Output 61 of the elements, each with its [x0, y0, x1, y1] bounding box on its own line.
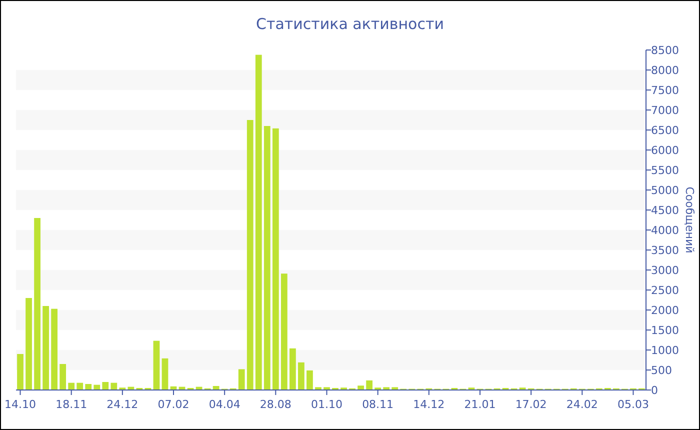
y-tick-label: 8500 — [651, 44, 679, 57]
bar — [246, 120, 254, 390]
x-tick-label: 07.02 — [158, 398, 190, 411]
bar — [51, 308, 58, 390]
bar — [110, 382, 118, 390]
x-tick-label: 17.02 — [515, 398, 547, 411]
y-axis-title: Сообщений — [683, 186, 696, 254]
y-tick-label: 6000 — [651, 144, 679, 157]
x-tick-label: 08.11 — [362, 398, 394, 411]
y-tick-label: 1500 — [651, 324, 679, 337]
y-tick-label: 2500 — [651, 284, 679, 297]
y-tick-label: 3000 — [651, 264, 679, 277]
y-tick-label: 1000 — [651, 344, 679, 357]
y-tick-label: 2000 — [651, 304, 679, 317]
y-tick-label: 4000 — [651, 224, 679, 237]
bar — [366, 380, 373, 390]
x-tick-label: 14.12 — [413, 398, 445, 411]
y-tick-label: 6500 — [651, 124, 679, 137]
x-tick-label: 04.04 — [208, 398, 240, 411]
bar — [324, 387, 330, 390]
bar — [34, 218, 40, 390]
bar — [306, 370, 313, 390]
bar — [255, 54, 262, 390]
bar — [289, 348, 296, 390]
y-tick-label: 5000 — [651, 184, 679, 197]
bar — [68, 382, 75, 390]
bar — [315, 387, 322, 390]
bar — [153, 340, 160, 390]
y-tick-label: 7000 — [651, 104, 679, 117]
bar — [85, 384, 92, 390]
y-tick-label: 0 — [651, 384, 658, 397]
bar — [17, 354, 24, 390]
y-tick-label: 3500 — [651, 244, 679, 257]
x-tick-label: 14.10 — [4, 398, 36, 411]
bar — [162, 358, 168, 390]
bar — [76, 382, 84, 390]
bar — [264, 126, 270, 390]
bar — [272, 128, 279, 390]
bar — [60, 364, 66, 390]
bar — [358, 386, 364, 390]
x-tick-label: 21.01 — [464, 398, 496, 411]
y-tick-label: 4500 — [651, 204, 679, 217]
x-tick-label: 05.03 — [617, 398, 649, 411]
bar — [298, 362, 304, 390]
x-tick-label: 24.02 — [566, 398, 598, 411]
bar — [238, 369, 245, 390]
x-tick-label: 18.11 — [56, 398, 88, 411]
y-tick-label: 500 — [651, 364, 672, 377]
x-tick-label: 01.10 — [310, 398, 342, 411]
chart-title: Статистика активности — [256, 15, 444, 33]
bar — [26, 298, 32, 390]
x-tick-label: 24.12 — [106, 398, 138, 411]
bar — [42, 306, 49, 390]
bar — [392, 387, 398, 390]
bar — [383, 387, 390, 390]
y-tick-label: 7500 — [651, 84, 679, 97]
y-tick-label: 5500 — [651, 164, 679, 177]
y-tick-label: 8000 — [651, 64, 679, 77]
bar — [102, 382, 109, 390]
bar — [280, 274, 288, 390]
x-tick-label: 28.08 — [260, 398, 292, 411]
